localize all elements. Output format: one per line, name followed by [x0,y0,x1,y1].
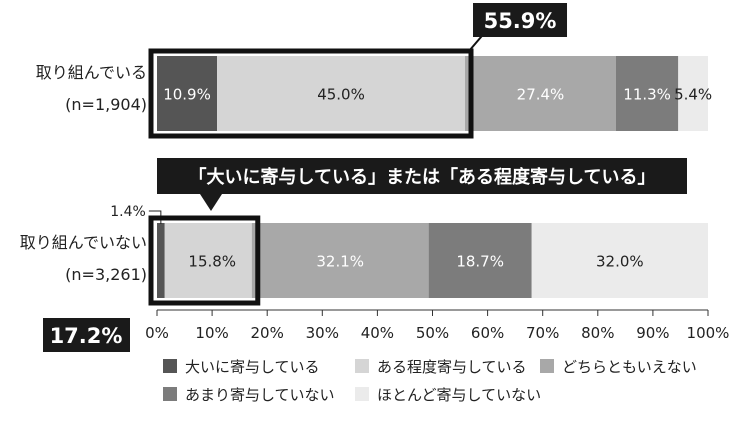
bar-segment [164,223,252,298]
data-label: 32.0% [596,253,644,271]
bar-segment [615,56,679,131]
bar-segment [531,223,708,298]
legend-label: どちらともいえない [562,358,697,376]
data-label: 5.4% [674,86,712,104]
legend-swatch [355,359,369,373]
x-tick-label: 40% [361,324,394,342]
data-label: 1.4% [110,204,146,220]
bar-segment [428,223,532,298]
highlight-frame-bottom [148,215,261,306]
callout-banner [157,158,687,194]
data-label: 32.1% [316,253,364,271]
data-label: 11.3% [623,86,671,104]
data-label: 15.8% [188,253,236,271]
legend-swatch [355,387,369,401]
x-tick-label: 10% [195,324,228,342]
legend-swatch [163,387,177,401]
x-tick-label: 80% [581,324,614,342]
category-label: 取り組んでいない [20,233,147,252]
bar-segment [678,56,708,131]
x-tick-label: 70% [526,324,559,342]
combined-badge-bottom [43,318,130,352]
legend-label: 大いに寄与している [185,358,320,376]
callout-text: 「大いに寄与している」または「ある程度寄与している」 [189,166,656,188]
bar-segment [217,56,466,131]
x-tick-label: 90% [636,324,669,342]
data-label: 27.4% [517,86,565,104]
bar-segment [157,56,218,131]
data-label: 45.0% [317,86,365,104]
highlight-frame-top [148,48,474,139]
bar-segment [465,56,616,131]
bar-segment [157,223,165,298]
data-label: 10.9% [163,86,211,104]
x-tick-label: 30% [306,324,339,342]
category-n-label: (n=3,261) [65,265,147,284]
legend-label: ほとんど寄与していない [377,386,541,404]
bar-segment [251,223,429,298]
category-label: 取り組んでいる [36,63,147,82]
x-tick-label: 100% [687,324,730,342]
x-tick-label: 20% [251,324,284,342]
legend-label: あまり寄与していない [185,386,335,404]
combined-badge-top [473,3,568,37]
legend-label: ある程度寄与している [377,358,527,376]
x-tick-label: 0% [145,324,169,342]
x-tick-label: 50% [416,324,449,342]
callout-pointer [200,194,222,211]
data-label: 18.7% [456,253,504,271]
x-tick-label: 60% [471,324,504,342]
combined-value-top: 55.9% [484,9,557,33]
combined-value-bottom: 17.2% [50,324,123,348]
legend-swatch [163,359,177,373]
legend-swatch [540,359,554,373]
category-n-label: (n=1,904) [65,95,147,114]
